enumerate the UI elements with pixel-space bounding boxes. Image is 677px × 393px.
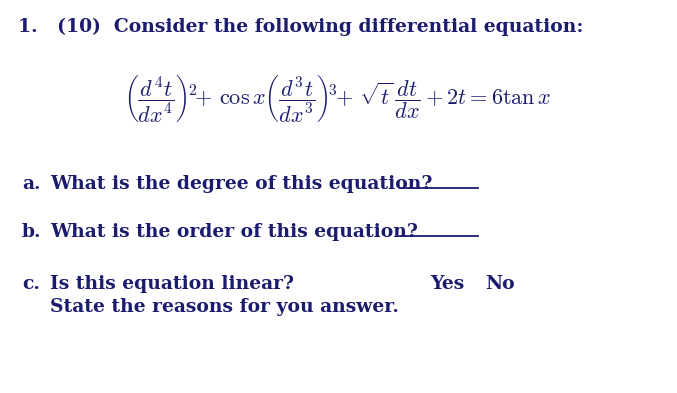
Text: c.: c. [22, 275, 40, 293]
Text: a.: a. [22, 175, 41, 193]
Text: Yes: Yes [430, 275, 464, 293]
Text: $\left(\dfrac{d^4t}{dx^4}\right)^{\!2} \!\!+\, \cos x\left(\dfrac{d^3t}{dx^3}\ri: $\left(\dfrac{d^4t}{dx^4}\right)^{\!2} \… [125, 72, 552, 123]
Text: No: No [485, 275, 515, 293]
Text: 1.   (10)  Consider the following differential equation:: 1. (10) Consider the following different… [18, 18, 584, 36]
Text: b.: b. [22, 223, 41, 241]
Text: What is the degree of this equation?: What is the degree of this equation? [50, 175, 433, 193]
Text: Is this equation linear?: Is this equation linear? [50, 275, 294, 293]
Text: What is the order of this equation?: What is the order of this equation? [50, 223, 418, 241]
Text: State the reasons for you answer.: State the reasons for you answer. [50, 298, 399, 316]
